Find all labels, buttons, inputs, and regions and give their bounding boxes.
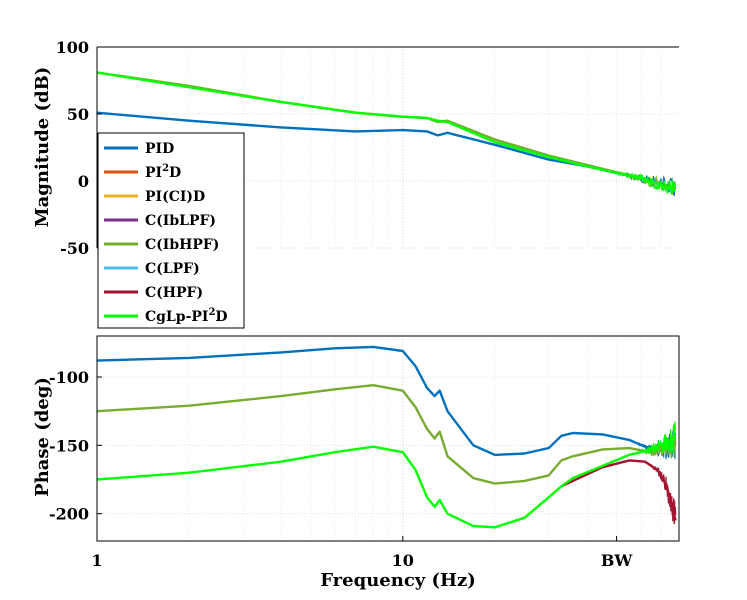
legend-entry[interactable]: C(HPF) <box>104 285 203 301</box>
legend-entries: PID PI2D PI(CI)D C(IbLPF) C(IbHPF) C(LPF) C(HP… <box>104 141 228 325</box>
legend-label: C(IbLPF) <box>145 213 216 229</box>
series-line-c-ibhpf- <box>96 384 676 485</box>
legend-entry[interactable]: C(IbLPF) <box>104 213 216 229</box>
legend-label: C(LPF) <box>145 261 200 277</box>
y-tick-label: -150 <box>49 436 89 455</box>
y-tick-label: 0 <box>78 172 89 191</box>
x-tick-label: 10 <box>392 551 414 570</box>
magnitude-y-label: Magnitude (dB) <box>32 67 53 228</box>
series-noise-cglp-pi2d <box>586 165 677 196</box>
y-tick-label: 100 <box>56 38 89 57</box>
phase-x-ticks: 1 10 BW <box>91 536 633 570</box>
legend-label: CgLp-PI2D <box>145 307 228 325</box>
y-tick-label: -100 <box>49 368 89 387</box>
phase-panel: -100 -150 -200 1 10 BW Phase (deg) Frequency… <box>32 335 680 591</box>
series-noise-cglp-pi2d <box>629 421 677 456</box>
phase-y-label: Phase (deg) <box>32 377 53 497</box>
legend-label: PI(CI)D <box>145 189 205 205</box>
x-tick-label: 1 <box>91 551 102 570</box>
legend-entry[interactable]: CgLp-PI2D <box>104 307 228 325</box>
phase-plot-area <box>97 336 679 541</box>
phase-y-ticks: -100 -150 -200 <box>49 368 102 524</box>
legend[interactable]: PID PI2D PI(CI)D C(IbLPF) C(IbHPF) C(LPF) C(HP… <box>97 132 245 329</box>
magnitude-series <box>96 71 677 197</box>
legend-entry[interactable]: PI2D <box>104 163 181 181</box>
legend-label: C(IbHPF) <box>145 237 219 253</box>
phase-grid <box>97 336 679 541</box>
x-tick-label: BW <box>601 551 634 570</box>
y-tick-label: 50 <box>67 105 89 124</box>
legend-label: PID <box>145 141 174 157</box>
phase-border <box>96 335 680 542</box>
series-line-cglp-pi2d <box>96 437 677 529</box>
legend-label: C(HPF) <box>145 285 203 301</box>
magnitude-y-ticks: 100 50 0 -50 <box>56 38 102 258</box>
y-tick-label: -50 <box>60 239 89 258</box>
legend-entry[interactable]: C(IbHPF) <box>104 237 219 253</box>
frequency-x-label: Frequency (Hz) <box>320 570 476 591</box>
series-noise-c-hpf- <box>644 461 677 525</box>
y-tick-label: -200 <box>49 505 89 524</box>
legend-entry[interactable]: PID <box>104 141 174 157</box>
legend-entry[interactable]: PI(CI)D <box>104 189 205 205</box>
series-line-pid <box>96 345 676 457</box>
legend-entry[interactable]: C(LPF) <box>104 261 200 277</box>
legend-label: PI2D <box>145 163 181 181</box>
phase-series <box>96 345 677 529</box>
legend-box <box>97 132 245 329</box>
